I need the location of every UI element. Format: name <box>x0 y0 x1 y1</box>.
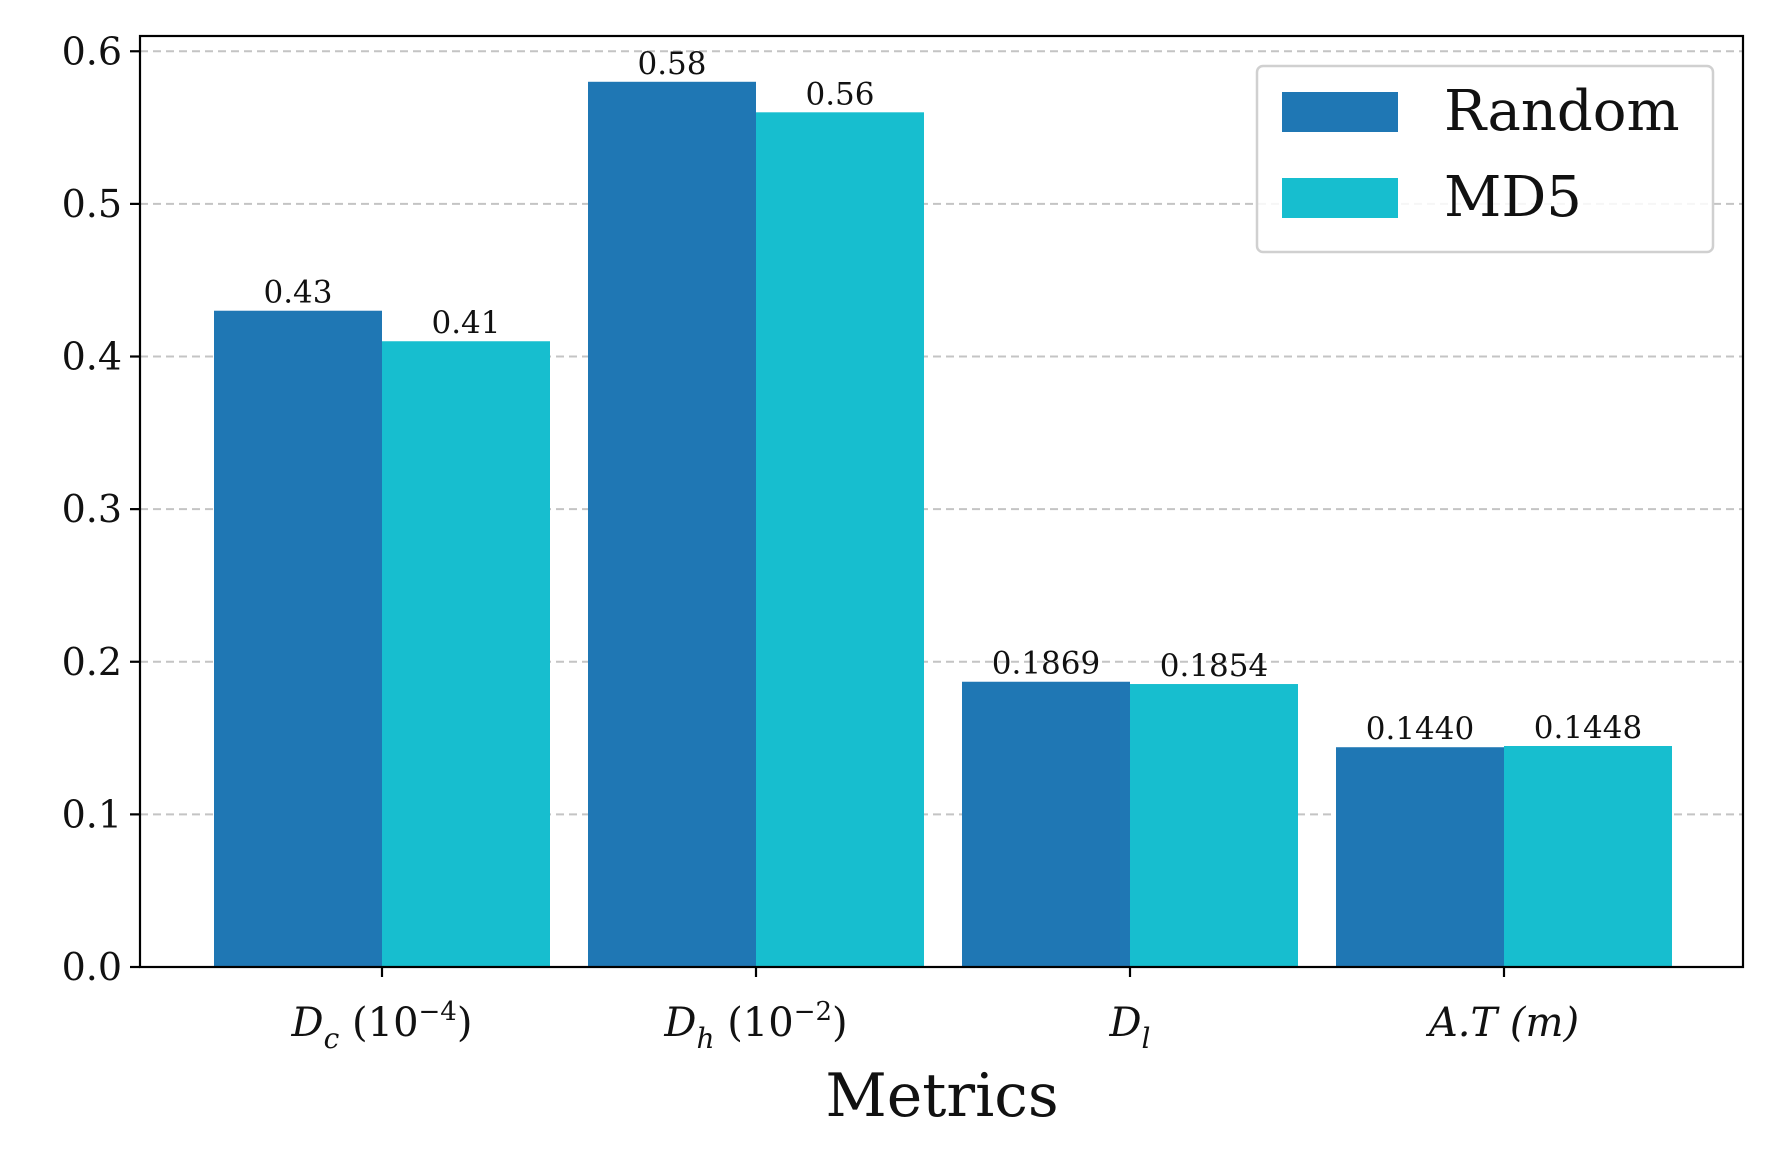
legend-label-random: Random <box>1444 79 1680 144</box>
axes: 0.0 0.1 0.2 0.3 0.4 0.5 0.6 Dc (10−4) Dh (10−2) D… <box>62 29 1745 1055</box>
x-axis-title: Metrics <box>825 1061 1058 1131</box>
value-label: 0.1448 <box>1534 710 1642 746</box>
value-label: 0.1854 <box>1160 648 1268 684</box>
bar-md5-2 <box>756 112 924 968</box>
y-tick-label: 0.2 <box>62 640 122 684</box>
x-tick-label: Dc (10−4) <box>291 997 473 1055</box>
bar-random-2 <box>588 81 756 968</box>
x-tick-label: Dh (10−2) <box>663 997 847 1055</box>
y-tick-label: 0.0 <box>62 945 122 989</box>
bar-random-3 <box>962 681 1130 967</box>
y-tick-label: 0.3 <box>62 487 122 531</box>
x-tick-label: Dl <box>1108 1000 1150 1055</box>
value-label: 0.43 <box>263 275 332 311</box>
bar-md5-4 <box>1504 746 1672 967</box>
y-tick-label: 0.6 <box>62 29 122 73</box>
legend-swatch-random <box>1282 92 1398 132</box>
x-tick-label: A.T (m) <box>1425 1000 1579 1046</box>
plot-frame <box>138 34 1745 969</box>
value-label: 0.58 <box>637 46 706 82</box>
y-tick-label: 0.1 <box>62 792 122 836</box>
legend: Random MD5 <box>1255 64 1715 254</box>
bar-md5-1 <box>382 341 550 967</box>
bars <box>214 81 1672 968</box>
value-label: 0.1869 <box>992 646 1100 682</box>
legend-label-md5: MD5 <box>1444 165 1582 230</box>
value-labels: 0.43 0.41 0.58 0.56 0.1869 0.1854 0.1440 0.1448 <box>263 46 1642 747</box>
bar-md5-3 <box>1130 684 1298 967</box>
bar-random-1 <box>214 310 382 967</box>
y-tick-label: 0.5 <box>62 182 122 226</box>
legend-swatch-md5 <box>1282 178 1398 218</box>
value-label: 0.41 <box>431 305 500 341</box>
value-label: 0.56 <box>805 76 874 112</box>
bar-random-4 <box>1336 747 1504 967</box>
y-tick-label: 0.4 <box>62 335 122 379</box>
value-label: 0.1440 <box>1366 711 1474 747</box>
